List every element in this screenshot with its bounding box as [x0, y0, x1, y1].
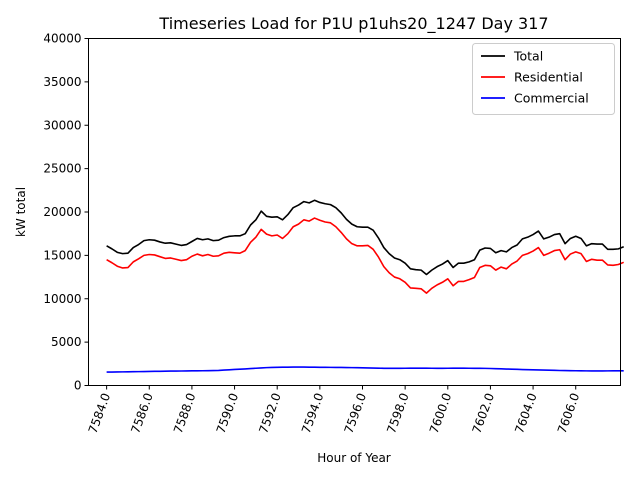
chart-title: Timeseries Load for P1U p1uhs20_1247 Day…	[158, 14, 548, 34]
x-axis-label: Hour of Year	[317, 451, 391, 465]
y-tick-label: 0	[74, 379, 82, 393]
y-tick-label: 40000	[43, 32, 81, 46]
y-tick-label: 5000	[51, 335, 82, 349]
legend-label-total: Total	[513, 49, 543, 64]
series-layer	[106, 199, 625, 373]
series-line-residential	[106, 217, 625, 294]
y-tick-label: 30000	[43, 118, 81, 132]
y-tick-label: 35000	[43, 75, 81, 89]
y-tick-label: 10000	[43, 292, 81, 306]
series-line-commercial	[106, 366, 624, 373]
y-tick-label: 15000	[43, 248, 81, 262]
legend-label-residential: Residential	[514, 70, 583, 85]
y-axis: 0 5000 10000 15000 20000 25000 30000 35000 40000	[43, 32, 89, 393]
y-tick-label: 25000	[43, 162, 81, 176]
y-axis-label: kW total	[14, 187, 28, 237]
legend-label-commercial: Commercial	[514, 91, 589, 106]
y-tick-label: 20000	[43, 205, 81, 219]
series-line-total	[106, 199, 625, 276]
legend-box	[472, 43, 615, 115]
legend: Total Residential Commercial	[472, 43, 615, 115]
